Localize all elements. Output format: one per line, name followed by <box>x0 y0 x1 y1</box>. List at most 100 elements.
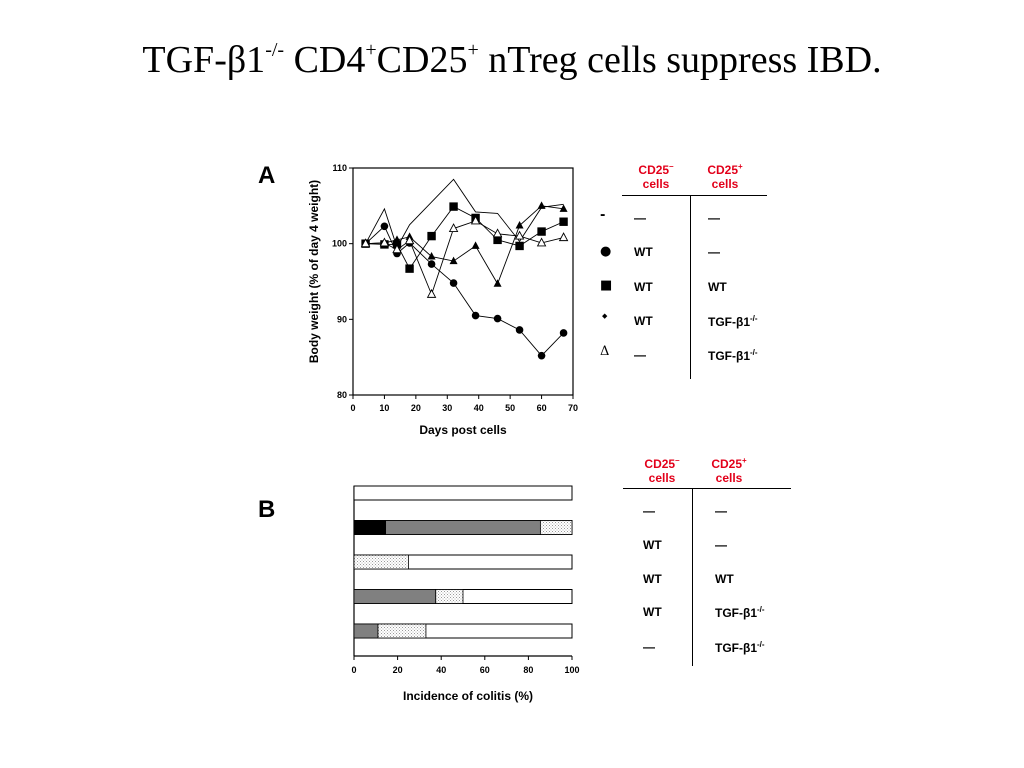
title-prefix: TGF-β1 <box>142 39 266 81</box>
panel-b-row1-col1: — <box>643 504 655 518</box>
x-tick-label: 60 <box>480 665 490 675</box>
data-point-circle <box>449 279 458 287</box>
x-tick-label: 0 <box>350 403 355 413</box>
bar-segment-severe <box>353 520 387 535</box>
data-point-circle <box>537 351 546 360</box>
x-tick-label: 50 <box>505 403 515 413</box>
data-point-triangle-open <box>514 230 525 240</box>
legend-triangle-filled-symbol: ◆ <box>602 312 608 320</box>
title-suffix: nTreg cells suppress IBD. <box>478 39 882 81</box>
panel-a-row3-col2: WT <box>708 280 727 294</box>
data-point-square <box>515 241 524 251</box>
y-tick-label: 100 <box>332 239 347 249</box>
data-point-square <box>537 227 546 236</box>
data-point-triangle-open <box>536 237 547 247</box>
data-point-square <box>405 264 414 273</box>
x-tick-label: 70 <box>568 403 578 413</box>
x-tick-label: 40 <box>436 665 446 675</box>
data-point-triangle-filled <box>559 204 568 212</box>
data-point-triangle-filled <box>427 252 436 260</box>
data-point-triangle-filled <box>449 256 458 265</box>
data-point-circle <box>493 314 502 323</box>
x-tick-label: 0 <box>351 665 356 675</box>
x-tick-label: 80 <box>523 665 533 675</box>
data-point-triangle-open <box>492 228 503 238</box>
panel-b-row3-col1: WT <box>643 572 662 586</box>
bar-segment-mild <box>539 520 573 535</box>
x-tick-label: 40 <box>474 403 484 413</box>
panel-b-letter: B <box>258 496 276 523</box>
bar-segment-moderate <box>353 623 379 639</box>
data-point-triangle-open <box>470 215 481 225</box>
data-point-circle <box>471 311 480 320</box>
data-point-square <box>449 202 458 211</box>
panel-b-row5-col1: — <box>643 640 655 654</box>
panel-a-header-cd25-neg: CD25– cells <box>638 162 674 191</box>
title-superscript-1: -/- <box>265 39 285 61</box>
bar-segment-moderate <box>353 589 437 604</box>
data-point-triangle-open <box>404 235 415 245</box>
bar-segment-mild <box>377 623 427 639</box>
panel-a-row2-col2: — <box>708 245 720 259</box>
data-point-circle <box>427 260 436 268</box>
panel-a-row5-col1: — <box>634 348 646 362</box>
data-point-circle <box>559 329 568 337</box>
data-point-triangle-open <box>448 223 459 232</box>
bar-segment-mild <box>435 589 464 604</box>
panel-a-letter: A <box>258 162 276 189</box>
y-axis-label: Body weight (% of day 4 weight) <box>307 180 321 363</box>
panel-b-row2-col1: WT <box>643 538 662 552</box>
data-point-triangle-filled <box>471 241 480 249</box>
data-point-circle <box>515 326 524 334</box>
panel-a-header-cd25-pos: CD25+ cells <box>707 162 743 191</box>
bar-segment-mild <box>353 554 409 570</box>
x-tick-label: 10 <box>379 403 389 413</box>
data-point-circle <box>380 222 389 231</box>
panel-a-row2-col1: WT <box>634 245 653 259</box>
panel-a-table-header-rule <box>622 195 767 196</box>
title-superscript-3: + <box>467 39 479 61</box>
data-point-triangle-filled <box>493 279 502 287</box>
data-point-triangle-filled <box>515 221 524 229</box>
panel-a-row5-col2: TGF-β1-/- <box>708 348 758 363</box>
x-axis-label: Incidence of colitis (%) <box>403 689 533 703</box>
panel-a-row4-col1: WT <box>634 314 653 328</box>
panel-b-row3-col2: WT <box>715 572 734 586</box>
panel-b-table-header-rule <box>623 488 791 489</box>
panel-b-row5-col2: TGF-β1-/- <box>715 640 765 655</box>
legend-triangle-open-symbol: Δ <box>600 344 610 359</box>
panel-b-table-divider <box>692 489 693 666</box>
title-superscript-2: + <box>365 39 377 61</box>
x-tick-label: 30 <box>442 403 452 413</box>
data-point-square <box>559 217 568 226</box>
series-line-none <box>365 178 564 249</box>
legend-line-only-symbol: - <box>600 208 606 223</box>
legend-circle-symbol: ● <box>600 244 612 259</box>
x-tick-label: 20 <box>393 665 403 675</box>
x-tick-label: 20 <box>411 403 421 413</box>
legend-square-symbol: ■ <box>600 278 613 293</box>
data-point-triangle-open <box>379 237 390 247</box>
data-point-triangle-open <box>392 244 402 254</box>
y-tick-label: 80 <box>337 390 347 400</box>
title-middle-1: CD4 <box>284 39 366 81</box>
panel-b-header-cd25-neg: CD25– cells <box>644 456 680 485</box>
bar-segment-moderate <box>385 520 541 535</box>
panel-b-row4-col2: TGF-β1-/- <box>715 605 765 620</box>
panel-a-table-divider <box>690 196 691 379</box>
data-point-triangle-filled <box>393 235 401 243</box>
data-point-square <box>493 235 502 245</box>
panel-b-row2-col2: — <box>715 538 727 552</box>
plot-frame <box>352 167 574 396</box>
panel-a-row1-col1: — <box>634 211 646 225</box>
data-point-triangle-filled <box>537 201 546 209</box>
data-point-square <box>427 231 436 241</box>
data-point-triangle-open <box>558 232 569 242</box>
panel-a-row3-col1: WT <box>634 280 653 294</box>
y-tick-label: 110 <box>332 163 347 173</box>
bar-frame <box>353 485 573 501</box>
panel-b-header-cd25-pos: CD25+ cells <box>711 456 747 485</box>
slide-title: TGF-β1-/- CD4+CD25+ nTreg cells suppress… <box>0 38 1024 82</box>
